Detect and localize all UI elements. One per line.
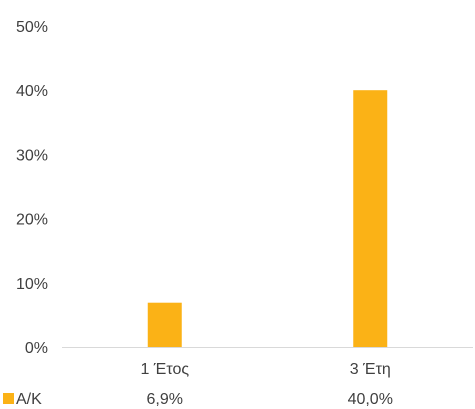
y-axis-tick-labels: 0% 10% 20% 30% 40% 50% [16,19,48,357]
legend-key [3,393,14,404]
x-tick-label: 3 Έτη [350,361,391,378]
data-table: Α/Κ 6,9% 40,0% [3,391,393,408]
bars [147,90,388,347]
x-axis-tick-labels: 1 Έτος 3 Έτη [140,361,390,378]
y-tick-label: 40% [16,83,48,100]
series-name: Α/Κ [16,391,42,408]
y-tick-label: 20% [16,212,48,229]
y-tick-label: 0% [25,340,48,357]
y-tick-label: 10% [16,276,48,293]
x-tick-label: 1 Έτος [140,361,189,378]
bar [353,90,388,347]
bar [147,302,182,347]
data-label: 40,0% [348,391,393,408]
data-label: 6,9% [147,391,183,408]
y-tick-label: 50% [16,19,48,36]
y-tick-label: 30% [16,147,48,164]
